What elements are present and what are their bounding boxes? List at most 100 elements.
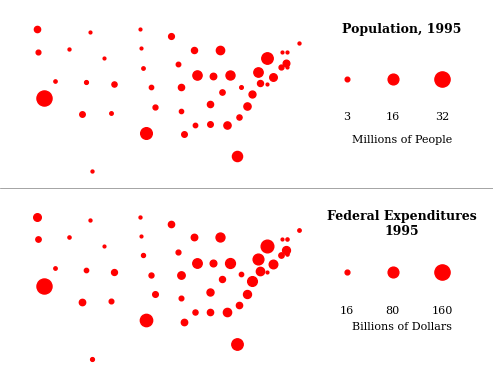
Point xyxy=(193,72,201,78)
Point xyxy=(235,114,243,120)
Point xyxy=(278,49,286,55)
Point xyxy=(209,73,217,79)
Text: Population, 1995: Population, 1995 xyxy=(342,22,461,36)
Point xyxy=(101,55,108,61)
Point xyxy=(142,129,150,135)
Point xyxy=(254,69,262,75)
Point xyxy=(269,74,277,80)
Point xyxy=(191,309,199,315)
Point xyxy=(176,84,184,90)
Text: Millions of People: Millions of People xyxy=(352,135,452,145)
Point xyxy=(226,260,234,266)
Point xyxy=(138,233,145,239)
Point xyxy=(256,268,264,274)
Point xyxy=(177,108,185,114)
Point xyxy=(218,276,226,282)
Point xyxy=(110,81,118,87)
Point xyxy=(101,243,108,249)
Text: 32: 32 xyxy=(435,112,449,123)
Point xyxy=(248,91,256,97)
Text: 16: 16 xyxy=(386,112,400,123)
Point xyxy=(263,55,271,61)
Point xyxy=(78,111,86,117)
Point xyxy=(283,236,291,242)
Point xyxy=(233,153,241,159)
Point xyxy=(51,266,59,272)
Point xyxy=(237,84,245,90)
Point xyxy=(177,295,185,301)
Point xyxy=(282,247,290,253)
Point xyxy=(151,291,159,297)
Point xyxy=(40,283,48,289)
Point xyxy=(226,72,234,78)
Point xyxy=(107,298,115,304)
Point xyxy=(176,272,184,278)
Point xyxy=(151,104,159,110)
Point xyxy=(206,289,214,295)
Point xyxy=(190,47,198,53)
Point xyxy=(34,236,41,242)
Point xyxy=(283,64,291,70)
Point xyxy=(146,84,154,90)
Point xyxy=(256,80,264,86)
Point xyxy=(180,319,188,325)
Point xyxy=(82,79,90,85)
Point xyxy=(263,243,271,249)
Point xyxy=(223,309,231,315)
Point xyxy=(107,110,115,116)
Point xyxy=(263,268,271,274)
Point xyxy=(146,272,154,278)
Point xyxy=(216,47,224,53)
Point xyxy=(193,260,201,266)
Text: 80: 80 xyxy=(386,306,400,316)
Point xyxy=(174,249,181,255)
Point xyxy=(254,256,262,262)
Point xyxy=(174,61,181,67)
Point xyxy=(248,278,256,284)
Text: Federal Expenditures
1995: Federal Expenditures 1995 xyxy=(327,210,477,238)
Point xyxy=(168,33,176,39)
Point xyxy=(295,40,303,46)
Point xyxy=(88,168,96,174)
Point xyxy=(235,302,243,307)
Point xyxy=(223,122,231,128)
Point xyxy=(86,217,94,223)
Point xyxy=(88,356,96,362)
Point xyxy=(282,60,290,66)
Point xyxy=(243,103,251,109)
Point xyxy=(218,89,226,95)
Point xyxy=(33,26,41,32)
Text: 160: 160 xyxy=(431,306,453,316)
Point xyxy=(269,261,277,267)
Point xyxy=(263,81,271,87)
Point xyxy=(209,260,217,266)
Point xyxy=(216,234,224,240)
Point xyxy=(233,341,241,347)
Point xyxy=(206,309,213,315)
Point xyxy=(40,95,48,101)
Point xyxy=(78,299,86,305)
Point xyxy=(278,252,285,258)
Point xyxy=(136,214,144,220)
Point xyxy=(237,271,245,277)
Point xyxy=(283,251,291,257)
Point xyxy=(33,214,41,220)
Point xyxy=(65,46,72,52)
Text: 16: 16 xyxy=(340,306,354,316)
Point xyxy=(34,49,41,55)
Point xyxy=(168,221,176,227)
Point xyxy=(139,252,147,258)
Point xyxy=(110,268,118,274)
Point xyxy=(136,26,144,32)
Point xyxy=(139,65,147,71)
Point xyxy=(206,101,214,107)
Text: Billions of Dollars: Billions of Dollars xyxy=(352,322,452,333)
Point xyxy=(243,291,251,297)
Text: 3: 3 xyxy=(344,112,351,123)
Point xyxy=(180,132,188,138)
Point xyxy=(295,227,303,233)
Point xyxy=(278,64,285,70)
Point xyxy=(191,122,199,128)
Point xyxy=(206,121,213,127)
Point xyxy=(190,234,198,240)
